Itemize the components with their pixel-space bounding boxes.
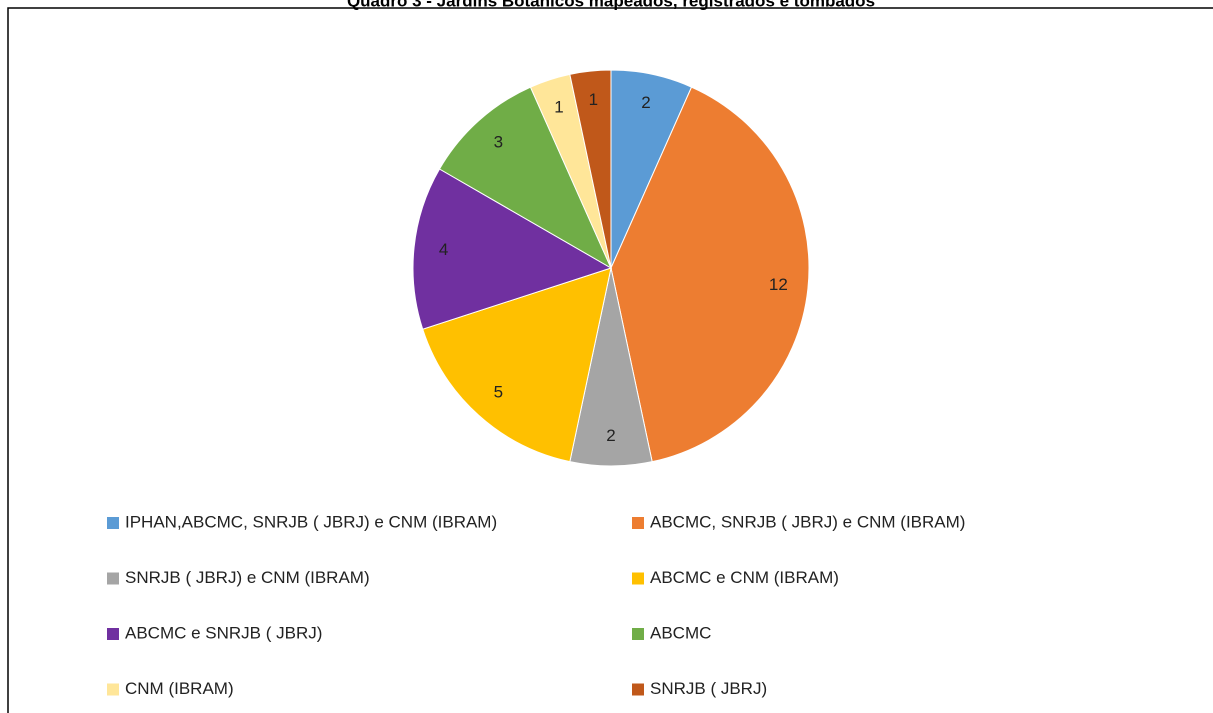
data-label: 4 [439,240,448,259]
pie-slice [569,69,612,269]
pie-slice [422,267,612,463]
legend-label: ABCMC e CNM (IBRAM) [650,568,839,587]
chart-title: Quadro 3 - Jardins Botânicos mapeados, r… [347,0,875,10]
data-label: 1 [554,97,563,116]
legend-swatch [107,628,119,640]
legend-swatch [632,628,644,640]
legend-swatch [107,683,119,696]
legend-label: IPHAN,ABCMC, SNRJB ( JBRJ) e CNM (IBRAM) [125,512,497,531]
pie-slice [610,86,810,463]
legend-swatch [632,517,644,529]
data-label: 12 [769,275,788,294]
data-label: 2 [606,426,615,445]
legend-label: CNM (IBRAM) [125,679,234,698]
legend-swatch [107,517,119,529]
legend-swatch [632,683,644,696]
legend-label: ABCMC e SNRJB ( JBRJ) [125,623,322,642]
legend-label: SNRJB ( JBRJ) e CNM (IBRAM) [125,568,370,587]
legend-swatch [107,572,119,585]
pie-slice [438,86,613,270]
data-label: 5 [494,383,503,402]
pie-slice [412,168,613,330]
chart-frame [7,7,1213,713]
legend-label: ABCMC [650,623,711,642]
data-label: 2 [641,93,650,112]
data-label: 3 [494,132,503,151]
legend-label: SNRJB ( JBRJ) [650,679,767,698]
data-label: 1 [589,90,598,109]
legend-swatch [632,572,644,585]
legend-label: ABCMC, SNRJB ( JBRJ) e CNM (IBRAM) [650,512,965,531]
